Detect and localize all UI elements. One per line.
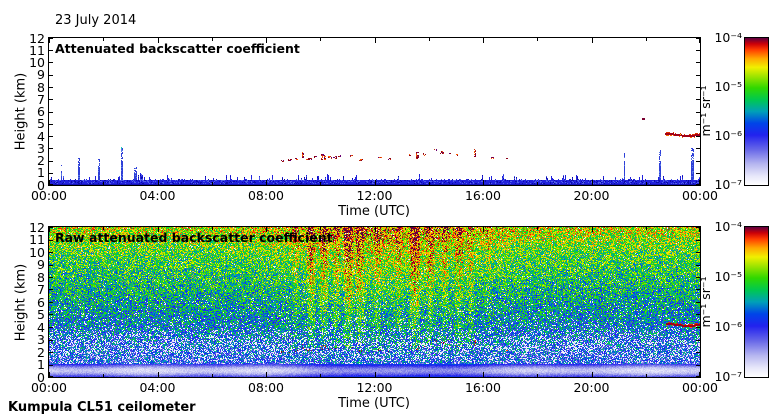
x-tick-label: 12:00	[356, 188, 393, 203]
y-tick-label: 9	[37, 257, 45, 272]
y-tick-label: 2	[37, 344, 45, 360]
y-tick-label: 12	[29, 30, 45, 46]
y-tick-label: 10	[29, 55, 45, 70]
y-tick-label: 3	[37, 140, 45, 156]
y-tick-label: 5	[37, 116, 45, 132]
y-tick-label: 2	[37, 153, 45, 168]
x-tick-label: 00:00	[30, 380, 68, 395]
y-tick-label: 7	[37, 91, 45, 107]
y-tick-label: 6	[37, 294, 45, 310]
colorbar-tick-label: 10⁻⁵	[714, 79, 742, 94]
y-tick-label: 1	[37, 357, 45, 372]
x-tick-label: 00:00	[681, 380, 719, 395]
x-tick-label: 16:00	[464, 188, 502, 203]
y-tick-label: 3	[37, 332, 45, 347]
colorbar-tick-label: 10⁻⁷	[714, 369, 742, 384]
y-tick-label: 6	[37, 104, 45, 119]
y-tick-label: 0	[37, 177, 45, 193]
colorbar-tick-label: 10⁻⁶	[714, 128, 742, 143]
bottom-panel-heatmap-canvas	[49, 227, 700, 377]
x-tick-label: 00:00	[30, 188, 68, 203]
x-tick-label: 00:00	[681, 188, 719, 203]
colorbar-tick-label: 10⁻⁷	[714, 177, 742, 192]
colorbar-bottom	[744, 226, 769, 378]
x-tick-label: 04:00	[139, 380, 176, 395]
top-backscatter-panel: Attenuated backscatter coefficient	[48, 37, 701, 186]
y-tick-label: 9	[37, 67, 45, 83]
date-title: 23 July 2014	[55, 13, 137, 28]
instrument-footer-label: Kumpula CL51 ceilometer	[8, 400, 196, 415]
y-tick-label: 8	[37, 79, 45, 95]
x-tick-label: 20:00	[573, 188, 610, 203]
y-tick-label: 0	[37, 369, 45, 385]
y-tick-label: 4	[37, 128, 45, 144]
x-tick-label: 04:00	[139, 188, 176, 203]
y-tick-label: 11	[29, 42, 45, 58]
y-tick-label: 8	[37, 269, 45, 285]
top-panel-heatmap-canvas	[49, 38, 700, 185]
y-tick-label: 7	[37, 282, 45, 297]
x-tick-label: 08:00	[247, 380, 285, 395]
colorbar-tick-label: 10⁻⁵	[714, 269, 742, 284]
colorbar-tick-label: 10⁻⁶	[714, 319, 742, 334]
raw-backscatter-panel: Raw attenuated backscatter coefficient	[48, 226, 701, 378]
y-tick-label: 5	[37, 307, 45, 322]
colorbar-top	[744, 37, 769, 186]
y-tick-label: 11	[29, 232, 45, 247]
x-tick-label: 16:00	[464, 380, 502, 395]
x-tick-label: 20:00	[573, 380, 610, 395]
colorbar-tick-label: 10⁻⁴	[714, 30, 742, 45]
x-tick-label: 08:00	[247, 188, 285, 203]
top-x-axis-label: Time (UTC)	[338, 204, 410, 219]
colorbar-tick-label: 10⁻⁴	[714, 219, 742, 234]
bottom-x-axis-label: Time (UTC)	[338, 396, 410, 411]
y-tick-label: 12	[29, 219, 45, 235]
y-tick-label: 4	[37, 319, 45, 335]
y-tick-label: 10	[29, 244, 45, 260]
y-tick-label: 1	[37, 165, 45, 181]
x-tick-label: 12:00	[356, 380, 393, 395]
